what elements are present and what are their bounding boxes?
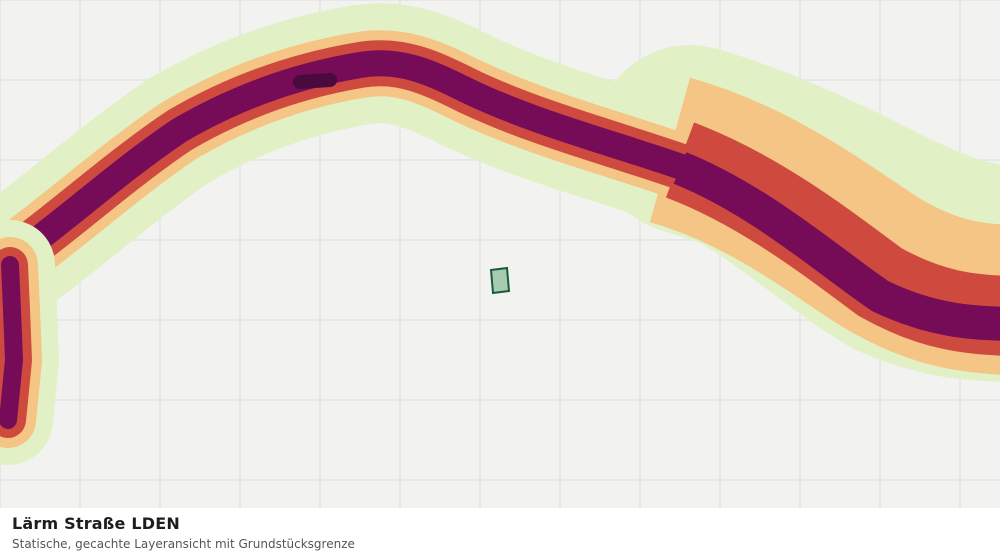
noise-band-highest (293, 73, 337, 89)
parcel-boundary[interactable] (489, 266, 511, 295)
noise-bands (0, 3, 1000, 465)
noise-map[interactable] (0, 0, 1000, 508)
map-subtitle: Statische, gecachte Layeransicht mit Gru… (12, 537, 355, 551)
noise-branch-high (0, 256, 23, 429)
map-caption: Lärm Straße LDEN Statische, gecachte Lay… (0, 508, 1000, 560)
noise-map-svg (0, 0, 1000, 508)
map-title: Lärm Straße LDEN (12, 514, 180, 533)
noise-band-high-east (673, 152, 1000, 341)
